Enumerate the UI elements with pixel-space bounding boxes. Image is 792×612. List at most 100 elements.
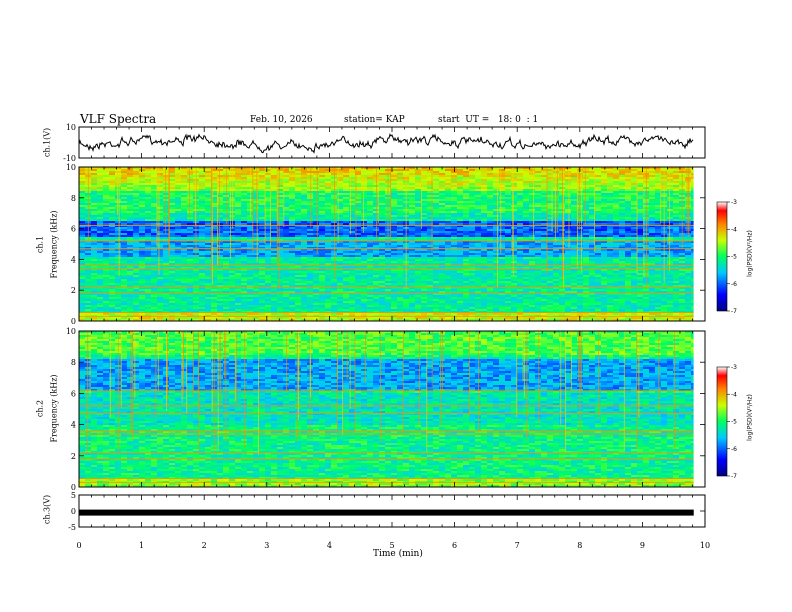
ch1-spec-cell <box>109 237 115 239</box>
ch1-spec-cell <box>631 187 637 189</box>
ch1-spec-cell <box>121 233 127 235</box>
ch1-spec-cell <box>427 183 433 185</box>
ch1-spec-cell <box>505 169 511 171</box>
ch1-spec-cell <box>463 251 469 253</box>
ch1-spec-cell <box>211 201 217 203</box>
ch1-spec-cell <box>523 189 529 191</box>
ch1-spec-cell <box>397 213 403 215</box>
ch1-spec-cell <box>319 251 325 253</box>
ch1-spec-cell <box>583 201 589 203</box>
ch1-spec-cell <box>265 179 271 181</box>
ch1-spec-cell <box>133 215 139 217</box>
ch1-spec-cell <box>133 241 139 243</box>
ch1-spec-cell <box>331 229 337 231</box>
ch1-spec-cell <box>487 197 493 199</box>
ch1-spec-cell <box>493 257 499 259</box>
ch1-spec-cell <box>433 207 439 209</box>
ch1-spec-cell <box>175 255 181 257</box>
ch1-spec-cell <box>535 255 541 257</box>
ch1-spec-cell <box>283 175 289 177</box>
ch1-spec-cell <box>229 231 235 233</box>
ch1-spec-cell <box>631 171 637 173</box>
ch1-spec-cell <box>367 169 373 171</box>
ch1-spec-cell <box>343 237 349 239</box>
ch1-spec-cell <box>451 203 457 205</box>
ch1-spec-cell <box>397 215 403 217</box>
ch1-spec-cell <box>535 205 541 207</box>
ch1-spec-cell <box>349 195 355 197</box>
ch1-spec-cell <box>379 219 385 221</box>
ch1-spec-cell <box>589 185 595 187</box>
ch1-spec-cell <box>367 233 373 235</box>
ch1-spec-cell <box>331 249 337 251</box>
ch1-spec-cell <box>253 243 259 245</box>
ch1-spec-cell <box>121 193 127 195</box>
ch1-spec-cell <box>277 249 283 251</box>
ch1-spec-cell <box>535 231 541 233</box>
ch1-spec-cell <box>169 177 175 179</box>
ch1-spec-cell <box>265 201 271 203</box>
ch1-spec-cell <box>439 223 445 225</box>
ch1-spec-cell <box>463 249 469 251</box>
ch1-spec-cell <box>463 239 469 241</box>
ch1-spec-cell <box>241 255 247 257</box>
ch1-spec-cell <box>97 193 103 195</box>
ch1-spec-cell <box>355 241 361 243</box>
ch1-spec-cell <box>421 241 427 243</box>
ch1-spec-cell <box>139 227 145 229</box>
ch1-spec-cell <box>409 209 415 211</box>
ch1-spec-cell <box>151 215 157 217</box>
ch1-spec-cell <box>535 209 541 211</box>
ch1-spec-cell <box>265 203 271 205</box>
ch1-spec-cell <box>253 227 259 229</box>
ch1-spec-cell <box>691 191 694 193</box>
ch1-spec-cell <box>247 261 253 263</box>
ch1-spec-cell <box>397 205 403 207</box>
ch1-spec-cell <box>277 237 283 239</box>
ch1-spec-cell <box>523 195 529 197</box>
ch1-spec-cell <box>187 227 193 229</box>
ch1-spec-cell <box>109 251 115 253</box>
ch1-spec-cell <box>601 221 607 223</box>
ch1-spec-cell <box>139 197 145 199</box>
ch1-spec-cell <box>175 205 181 207</box>
ch1-spec-cell <box>361 237 367 239</box>
ch1-spec-cell <box>535 223 541 225</box>
ch1-spec-cell <box>637 173 643 175</box>
ch1-spec-cell <box>127 181 133 183</box>
ch1-spec-cell <box>553 245 559 247</box>
ch1-spec-cell <box>631 207 637 209</box>
ch1-spec-cell <box>337 217 343 219</box>
ch1-spec-cell <box>133 221 139 223</box>
ch1-spec-cell <box>349 209 355 211</box>
ch1-spec-cell <box>373 259 379 261</box>
ch1-spec-cell <box>535 237 541 239</box>
ch1-spec-cell <box>109 227 115 229</box>
ch1-spec-cell <box>583 219 589 221</box>
ch1-spec-cell <box>109 191 115 193</box>
ch1-spec-cell <box>433 257 439 259</box>
ch1-spec-cell <box>103 187 109 189</box>
ch1-spec-cell <box>235 211 241 213</box>
ch1-spec-cell <box>127 205 133 207</box>
ch1-spec-cell <box>127 171 133 173</box>
ch1-spec-cell <box>541 247 547 249</box>
ch1-spec-cell <box>325 191 331 193</box>
ch1-spec-cell <box>589 221 595 223</box>
ch1-spec-cell <box>577 195 583 197</box>
ch1-spec-cell <box>625 249 631 251</box>
ch1-spec-cell <box>169 245 175 247</box>
ch1-spec-cell <box>685 223 691 225</box>
ch1-spec-cell <box>271 199 277 201</box>
ch1-spec-cell <box>301 171 307 173</box>
ch1-spec-cell <box>649 231 655 233</box>
ch1-spec-cell <box>109 203 115 205</box>
ch1-spec-cell <box>241 259 247 261</box>
ch1-spec-cell <box>259 255 265 257</box>
ch1-spec-cell <box>409 207 415 209</box>
ch1-spec-cell <box>427 241 433 243</box>
ch1-spec-cell <box>655 201 661 203</box>
ch1-spec-cell <box>169 237 175 239</box>
ch1-spec-cell <box>259 241 265 243</box>
ch1-spec-cell <box>415 199 421 201</box>
